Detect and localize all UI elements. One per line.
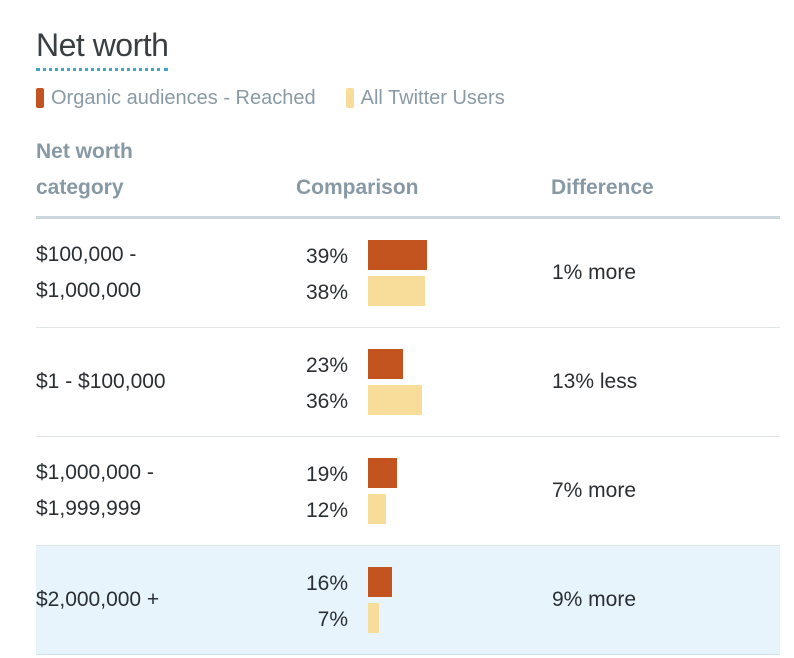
row-bar-organic <box>368 567 392 597</box>
header-difference: Difference <box>551 176 654 199</box>
header-category-line1: Net worth <box>36 140 133 163</box>
legend-swatch-all-users <box>345 88 354 108</box>
row-pct-all-users: 36% <box>305 390 348 413</box>
legend-item-all-users: All Twitter Users <box>345 86 505 110</box>
row-category: $1,000,000 - $1,999,999 <box>36 437 276 545</box>
row-bar-organic <box>368 458 397 488</box>
legend-label-organic: Organic audiences - Reached <box>51 86 316 109</box>
table-header: Net worth category Comparison Difference <box>36 140 780 219</box>
row-category: $2,000,000 + <box>36 546 276 654</box>
row-bar-organic <box>368 349 403 379</box>
row-difference: 1% more <box>552 261 637 284</box>
row-category: $1 - $100,000 <box>36 328 276 436</box>
row-difference: 9% more <box>552 588 637 611</box>
row-pct-all-users: 38% <box>305 281 348 304</box>
row-category-line1: $100,000 - <box>36 243 137 266</box>
header-category-line2: category <box>36 176 124 199</box>
row-pct-organic: 39% <box>305 245 348 268</box>
table-row[interactable]: $100,000 - $1,000,000 39% 38% 1% more <box>36 219 780 328</box>
row-pct-organic: 19% <box>305 463 348 486</box>
section-title: Net worth <box>36 26 169 71</box>
row-pct-all-users: 7% <box>317 608 348 631</box>
row-bar-organic <box>368 240 427 270</box>
row-bar-all-users <box>368 603 379 633</box>
legend-label-all-users: All Twitter Users <box>360 86 505 109</box>
legend-item-organic: Organic audiences - Reached <box>36 87 316 110</box>
row-category-line1: $2,000,000 + <box>36 588 160 611</box>
legend-swatch-organic <box>36 88 44 108</box>
row-category-line2: $1,000,000 <box>36 279 142 302</box>
row-bar-all-users <box>368 385 422 415</box>
row-bar-all-users <box>368 276 425 306</box>
table-row[interactable]: $1,000,000 - $1,999,999 19% 12% 7% more <box>36 437 780 546</box>
row-category-line1: $1,000,000 - <box>36 461 154 484</box>
table-row[interactable]: $1 - $100,000 23% 36% 13% less <box>36 328 780 437</box>
row-difference: 13% less <box>552 370 638 393</box>
row-category: $100,000 - $1,000,000 <box>36 219 276 327</box>
legend: Organic audiences - Reached All Twitter … <box>36 86 535 110</box>
row-difference: 7% more <box>552 479 637 502</box>
row-category-line2: $1,999,999 <box>36 497 142 520</box>
header-category: Net worth category <box>36 134 236 206</box>
header-comparison: Comparison <box>296 176 419 199</box>
table-body: $100,000 - $1,000,000 39% 38% 1% more $1… <box>36 219 780 655</box>
row-category-line1: $1 - $100,000 <box>36 370 166 393</box>
row-pct-organic: 23% <box>305 354 348 377</box>
row-pct-all-users: 12% <box>305 499 348 522</box>
row-bar-all-users <box>368 494 386 524</box>
row-pct-organic: 16% <box>305 572 348 595</box>
table-row[interactable]: $2,000,000 + 16% 7% 9% more <box>36 546 780 655</box>
